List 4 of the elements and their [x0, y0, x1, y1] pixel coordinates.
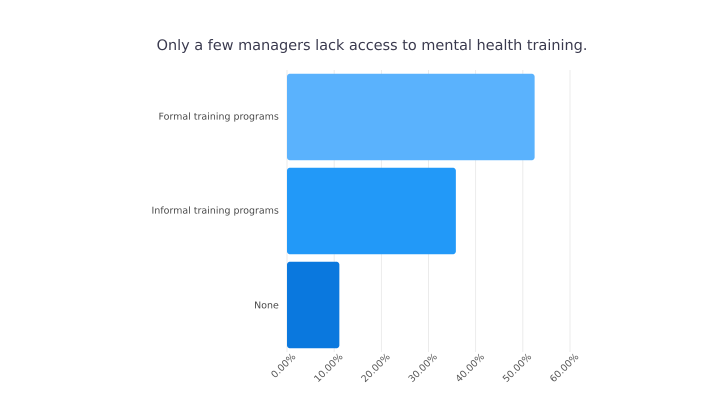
y-tick-label: Informal training programs [152, 206, 278, 216]
chart-title: Only a few managers lack access to mental health training. [157, 39, 586, 53]
y-tick-label: Formal training programs [159, 112, 278, 122]
y-tick-label: None [255, 301, 278, 309]
